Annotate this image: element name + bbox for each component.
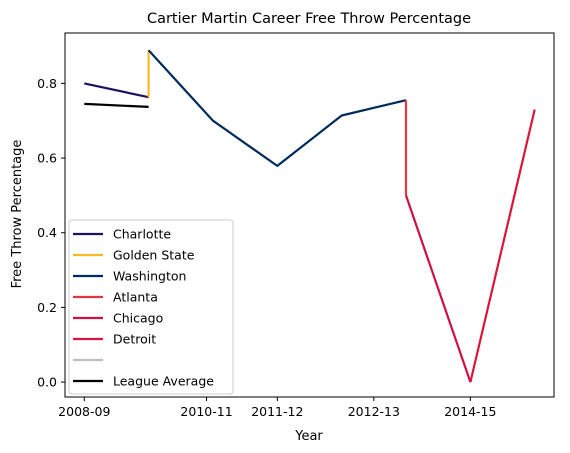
legend-label-atlanta: Atlanta bbox=[113, 290, 158, 305]
x-tick-label: 2011-12 bbox=[251, 404, 303, 419]
chart-title: Cartier Martin Career Free Throw Percent… bbox=[147, 11, 471, 27]
series-line-detroit bbox=[469, 109, 536, 383]
y-tick-label: 0.2 bbox=[37, 300, 57, 315]
legend-label-charlotte: Charlotte bbox=[113, 227, 171, 242]
legend-label-league-average: League Average bbox=[113, 374, 214, 389]
series-line-washington bbox=[147, 49, 407, 167]
legend: Charlotte Golden State Washington Atlanta Ch… bbox=[68, 219, 234, 395]
y-tick-label: 0.0 bbox=[37, 375, 57, 390]
series-group bbox=[84, 49, 536, 383]
x-tick-label: 2014-15 bbox=[444, 404, 496, 419]
plot-frame bbox=[64, 32, 555, 398]
x-tick-label: 2008-09 bbox=[58, 404, 110, 419]
x-tick-label: 2012-13 bbox=[348, 404, 400, 419]
y-tick-label: 0.8 bbox=[37, 76, 57, 91]
series-line-chicago bbox=[404, 195, 472, 383]
y-axis-label: Free Throw Percentage bbox=[10, 140, 25, 289]
legend-label-chicago: Chicago bbox=[113, 311, 163, 326]
legend-box bbox=[68, 219, 234, 395]
y-tick-label: 0.6 bbox=[37, 151, 57, 166]
x-tick-label: 2010-11 bbox=[180, 404, 232, 419]
series-line-charlotte bbox=[84, 82, 149, 99]
y-tick-label: 0.4 bbox=[37, 225, 57, 240]
series-line-league-average bbox=[84, 102, 149, 108]
legend-label-golden-state: Golden State bbox=[113, 248, 195, 263]
plot-area: 2008-09 2010-11 2011-12 2012-13 2014-15 0.0 0.… bbox=[37, 32, 555, 419]
legend-label-detroit: Detroit bbox=[113, 332, 156, 347]
x-axis-label: Year bbox=[294, 429, 323, 444]
legend-label-washington: Washington bbox=[113, 269, 186, 284]
